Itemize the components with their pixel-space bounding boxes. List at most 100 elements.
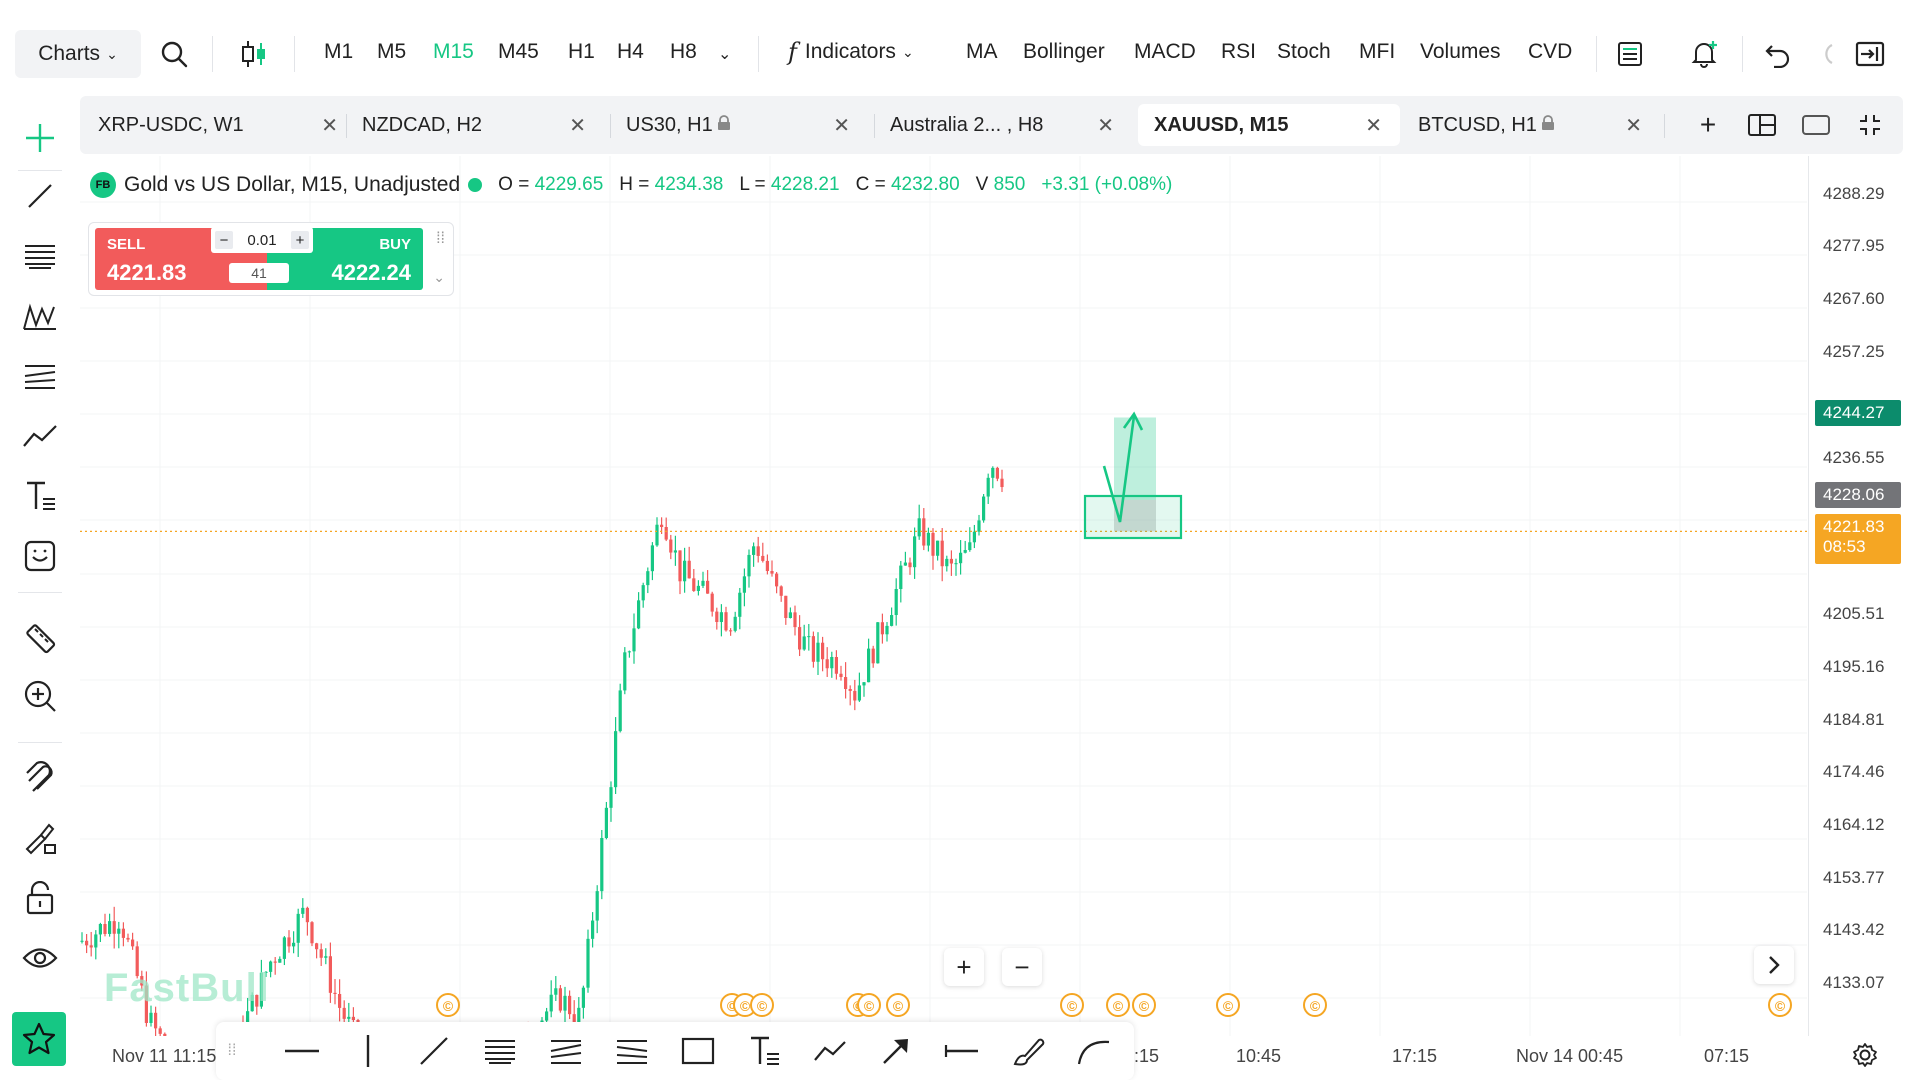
eye-icon[interactable] — [20, 938, 60, 978]
trend-line-icon[interactable] — [20, 176, 60, 216]
redo-icon[interactable] — [1808, 36, 1844, 72]
lot-size-value[interactable]: 0.01 — [247, 231, 277, 249]
horizontal-ray-icon[interactable] — [942, 1033, 982, 1069]
zoom-in-button[interactable]: + — [944, 948, 984, 986]
drag-handle-icon[interactable]: ⁞⁞ — [227, 1042, 237, 1059]
lot-size-stepper[interactable]: − 0.01 + — [211, 227, 313, 253]
tab-xrp-usdc[interactable]: XRP-USDC, W1 ✕ — [98, 104, 346, 146]
indicator-stoch[interactable]: Stoch — [1277, 40, 1331, 63]
time-tick: 17:15 — [1392, 1046, 1438, 1066]
arrow-icon[interactable] — [876, 1033, 916, 1069]
brush-icon[interactable] — [1008, 1033, 1048, 1069]
candle-body — [913, 536, 917, 568]
candlestick-type-icon[interactable] — [236, 36, 272, 72]
indicator-macd[interactable]: MACD — [1134, 40, 1196, 63]
indicator-ma[interactable]: MA — [966, 40, 998, 63]
trend-line-icon[interactable] — [414, 1033, 454, 1069]
fib-retracement-icon[interactable] — [20, 236, 60, 276]
tab-divider — [346, 114, 347, 138]
ruler-icon[interactable] — [20, 618, 60, 658]
candle-body — [724, 612, 728, 631]
close-icon[interactable]: ✕ — [1625, 114, 1642, 137]
close-icon[interactable]: ✕ — [1097, 114, 1114, 137]
decrease-lot-button[interactable]: − — [215, 231, 233, 249]
polyline-icon[interactable] — [20, 416, 60, 456]
timeframe-h1[interactable]: H1 — [568, 40, 595, 63]
price-tick: 4257.25 — [1823, 342, 1885, 361]
candle-body — [678, 550, 682, 582]
candle-body — [154, 1012, 158, 1029]
timeframe-m5[interactable]: M5 — [377, 40, 407, 63]
tab-us30[interactable]: US30, H1 ✕ — [626, 104, 858, 146]
collapse-panel-icon[interactable] — [1852, 36, 1888, 72]
horizontal-line-icon[interactable] — [282, 1033, 322, 1069]
single-layout-icon[interactable] — [1798, 104, 1834, 146]
rectangle-icon[interactable] — [678, 1033, 718, 1069]
zoom-in-icon[interactable] — [20, 676, 60, 716]
candle-body — [669, 539, 673, 553]
close-icon[interactable]: ✕ — [1365, 114, 1382, 137]
arc-icon[interactable] — [1074, 1033, 1114, 1069]
close-icon[interactable]: ✕ — [321, 114, 338, 137]
indicator-cvd[interactable]: CVD — [1528, 40, 1573, 63]
layout-grid-icon[interactable] — [1744, 104, 1780, 146]
tab-label: XAUUSD, M15 — [1154, 113, 1289, 136]
text-tool-icon[interactable] — [20, 476, 60, 516]
price-axis[interactable]: 4288.29 4277.95 4267.60 4257.25 4236.55 … — [1808, 156, 1920, 1036]
text-tool-icon[interactable] — [744, 1033, 784, 1069]
candle-body — [770, 571, 774, 574]
crosshair-icon[interactable] — [20, 118, 60, 158]
brush-lock-icon[interactable] — [20, 818, 60, 858]
timeframe-m15[interactable]: M15 — [433, 40, 474, 63]
unlock-icon[interactable] — [20, 878, 60, 918]
fullscreen-exit-icon[interactable] — [1852, 104, 1888, 146]
pattern-icon[interactable] — [20, 296, 60, 336]
tab-nzdcad[interactable]: NZDCAD, H2 ✕ — [362, 104, 594, 146]
price-tick: 4288.29 — [1823, 184, 1885, 203]
candle-body — [103, 924, 107, 934]
layers-icon[interactable] — [1612, 36, 1648, 72]
close-icon[interactable]: ✕ — [833, 114, 850, 137]
close-icon[interactable]: ✕ — [569, 114, 586, 137]
add-tab-icon[interactable]: + — [1699, 109, 1717, 140]
polyline-icon[interactable] — [810, 1033, 850, 1069]
timeframe-h4[interactable]: H4 — [617, 40, 644, 63]
last-price-tag: 4221.83 08:53 — [1815, 514, 1901, 564]
indicators-button[interactable]: f Indicators ⌄ — [788, 38, 914, 66]
zoom-out-button[interactable]: − — [1002, 948, 1042, 986]
indicator-volumes[interactable]: Volumes — [1420, 40, 1501, 63]
tab-australia[interactable]: Australia 2... , H8 ✕ — [890, 104, 1122, 146]
time-tick: Nov 11 11:15 — [112, 1046, 217, 1066]
chevron-down-icon[interactable]: ⌄ — [433, 269, 445, 285]
timeframe-more-chevron-icon[interactable]: ⌄ — [718, 46, 732, 63]
settings-gear-icon[interactable] — [1852, 1042, 1882, 1072]
tab-btcusd[interactable]: BTCUSD, H1 ✕ — [1418, 104, 1650, 146]
search-icon[interactable] — [156, 36, 192, 72]
bottom-drawing-toolbar: ⁞⁞ — [216, 1022, 1134, 1080]
price-tick: 4164.12 — [1823, 815, 1885, 834]
chevron-down-icon: ⌄ — [106, 45, 118, 62]
vertical-line-icon[interactable] — [348, 1033, 388, 1069]
charts-menu-button[interactable]: Charts ⌄ — [15, 30, 141, 78]
favorites-star-button[interactable] — [12, 1012, 66, 1066]
magnet-icon[interactable] — [20, 758, 60, 798]
candle-body — [848, 689, 852, 691]
drag-handle-icon[interactable]: ⁞⁞ — [436, 230, 445, 247]
parallel-channel-icon[interactable] — [612, 1033, 652, 1069]
timeframe-m1[interactable]: M1 — [324, 40, 354, 63]
parallel-channel-icon[interactable] — [20, 356, 60, 396]
undo-icon[interactable] — [1760, 36, 1796, 72]
increase-lot-button[interactable]: + — [290, 231, 309, 249]
timeframe-h8[interactable]: H8 — [670, 40, 697, 63]
tab-xauusd[interactable]: XAUUSD, M15 ✕ — [1138, 104, 1400, 146]
indicator-mfi[interactable]: MFI — [1359, 40, 1396, 63]
timeframe-m45[interactable]: M45 — [498, 40, 539, 63]
emoji-icon[interactable] — [20, 536, 60, 576]
fib-fan-icon[interactable] — [546, 1033, 586, 1069]
indicator-bollinger[interactable]: Bollinger — [1023, 40, 1105, 63]
fib-retracement-icon[interactable] — [480, 1033, 520, 1069]
alert-bell-icon[interactable] — [1686, 36, 1722, 72]
indicator-rsi[interactable]: RSI — [1221, 40, 1257, 63]
candle-body — [140, 976, 144, 986]
scroll-right-button[interactable] — [1754, 946, 1794, 984]
